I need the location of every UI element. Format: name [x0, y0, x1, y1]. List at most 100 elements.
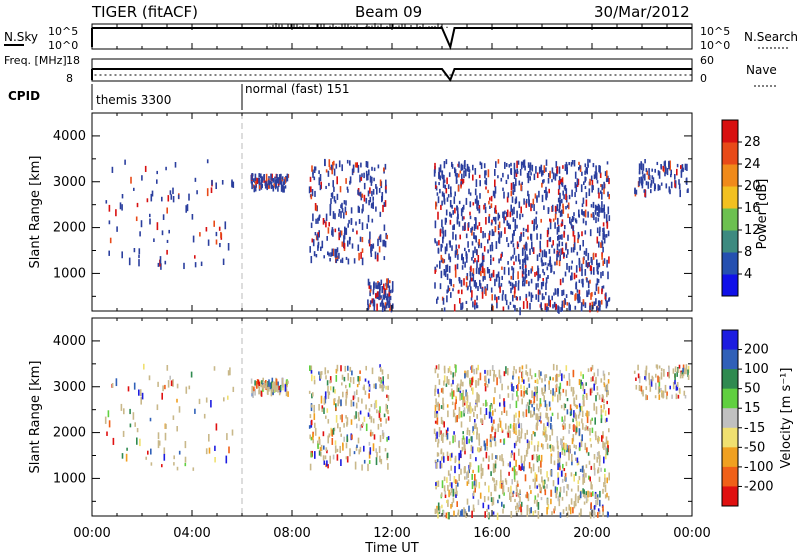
- cpid-panel: CPID themis 3300 normal (fast) 151: [8, 82, 349, 110]
- echo-cell: [510, 190, 513, 197]
- echo-cell: [559, 200, 561, 207]
- echo-cell: [471, 408, 474, 412]
- echo-cell: [584, 230, 587, 235]
- echo-cell: [466, 436, 468, 445]
- echo-cell: [314, 451, 316, 459]
- echo-cell: [602, 505, 604, 512]
- echo-cell: [484, 180, 486, 185]
- echo-cell: [494, 432, 496, 438]
- echo-cell: [340, 230, 343, 236]
- echo-cell: [604, 494, 607, 499]
- echo-cell: [346, 159, 349, 164]
- echo-cell: [683, 390, 686, 396]
- echo-cell: [332, 161, 334, 170]
- echo-cell: [572, 369, 575, 378]
- echo-cell: [476, 195, 478, 203]
- echo-cell: [583, 181, 585, 185]
- echo-cell: [208, 434, 210, 442]
- echo-cell: [439, 229, 442, 237]
- echo-cell: [585, 425, 588, 431]
- echo-cell: [591, 180, 594, 187]
- echo-cell: [507, 425, 510, 434]
- echo-cell: [605, 300, 608, 309]
- echo-cell: [596, 306, 598, 311]
- echo-cell: [434, 162, 436, 170]
- echo-cell: [360, 177, 363, 181]
- echo-cell: [387, 416, 390, 421]
- echo-cell: [459, 383, 462, 390]
- echo-cell: [559, 179, 562, 185]
- echo-cell: [513, 366, 515, 371]
- echo-cell: [440, 405, 443, 409]
- echo-cell: [312, 392, 314, 397]
- echo-cell: [525, 364, 528, 369]
- echo-cell: [532, 247, 534, 252]
- echo-cell: [327, 419, 330, 424]
- echo-cell: [282, 383, 284, 388]
- echo-cell: [492, 231, 495, 236]
- echo-cell: [564, 299, 567, 305]
- echo-cell: [482, 276, 484, 282]
- echo-cell: [590, 265, 593, 271]
- echo-cell: [558, 176, 561, 181]
- echo-cell: [260, 381, 262, 388]
- echo-cell: [589, 159, 591, 163]
- echo-cell: [537, 510, 540, 519]
- echo-cell: [663, 161, 666, 167]
- echo-cell: [457, 383, 459, 387]
- echo-cell: [541, 250, 544, 258]
- echo-cell: [669, 165, 671, 171]
- echo-cell: [517, 418, 520, 425]
- echo-cell: [462, 399, 464, 407]
- echo-cell: [343, 232, 346, 240]
- echo-cell: [480, 262, 483, 268]
- echo-cell: [637, 373, 640, 379]
- echo-cell: [377, 423, 380, 430]
- echo-cell: [318, 217, 320, 221]
- echo-cell: [371, 367, 374, 375]
- echo-cell: [555, 374, 557, 383]
- echo-cell: [546, 422, 549, 427]
- echo-cell: [327, 370, 329, 374]
- echo-cell: [376, 451, 378, 458]
- echo-cell: [467, 165, 469, 170]
- echo-cell: [501, 454, 503, 462]
- echo-cell: [564, 184, 567, 191]
- echo-cell: [547, 275, 549, 279]
- echo-cell: [538, 253, 541, 257]
- echo-cell: [685, 369, 687, 375]
- echo-cell: [576, 251, 579, 256]
- echo-cell: [523, 159, 526, 167]
- echo-cell: [437, 388, 439, 394]
- echo-cell: [606, 391, 608, 398]
- echo-cell: [327, 170, 330, 177]
- echo-cell: [333, 168, 336, 176]
- echo-cell: [593, 402, 595, 411]
- echo-cell: [486, 508, 488, 513]
- echo-cell: [381, 430, 384, 436]
- echo-cell: [150, 462, 153, 466]
- echo-cell: [568, 373, 570, 380]
- echo-cell: [581, 209, 583, 215]
- echo-cell: [127, 386, 130, 392]
- echo-cell: [472, 469, 474, 474]
- echo-cell: [543, 249, 546, 258]
- echo-cell: [507, 222, 510, 229]
- echo-cell: [438, 364, 440, 370]
- echo-cell: [492, 410, 494, 416]
- echo-cell: [603, 456, 605, 464]
- echo-cell: [591, 259, 593, 266]
- echo-cell: [447, 470, 450, 476]
- echo-cell: [450, 279, 452, 287]
- echo-cell: [205, 227, 208, 232]
- echo-cell: [520, 466, 522, 471]
- echo-cell: [467, 222, 470, 228]
- echo-cell: [446, 477, 448, 483]
- echo-cell: [566, 204, 569, 208]
- echo-cell: [434, 367, 437, 374]
- echo-cell: [186, 204, 189, 212]
- echo-cell: [470, 286, 472, 293]
- echo-cell: [598, 394, 601, 400]
- echo-cell: [514, 219, 517, 224]
